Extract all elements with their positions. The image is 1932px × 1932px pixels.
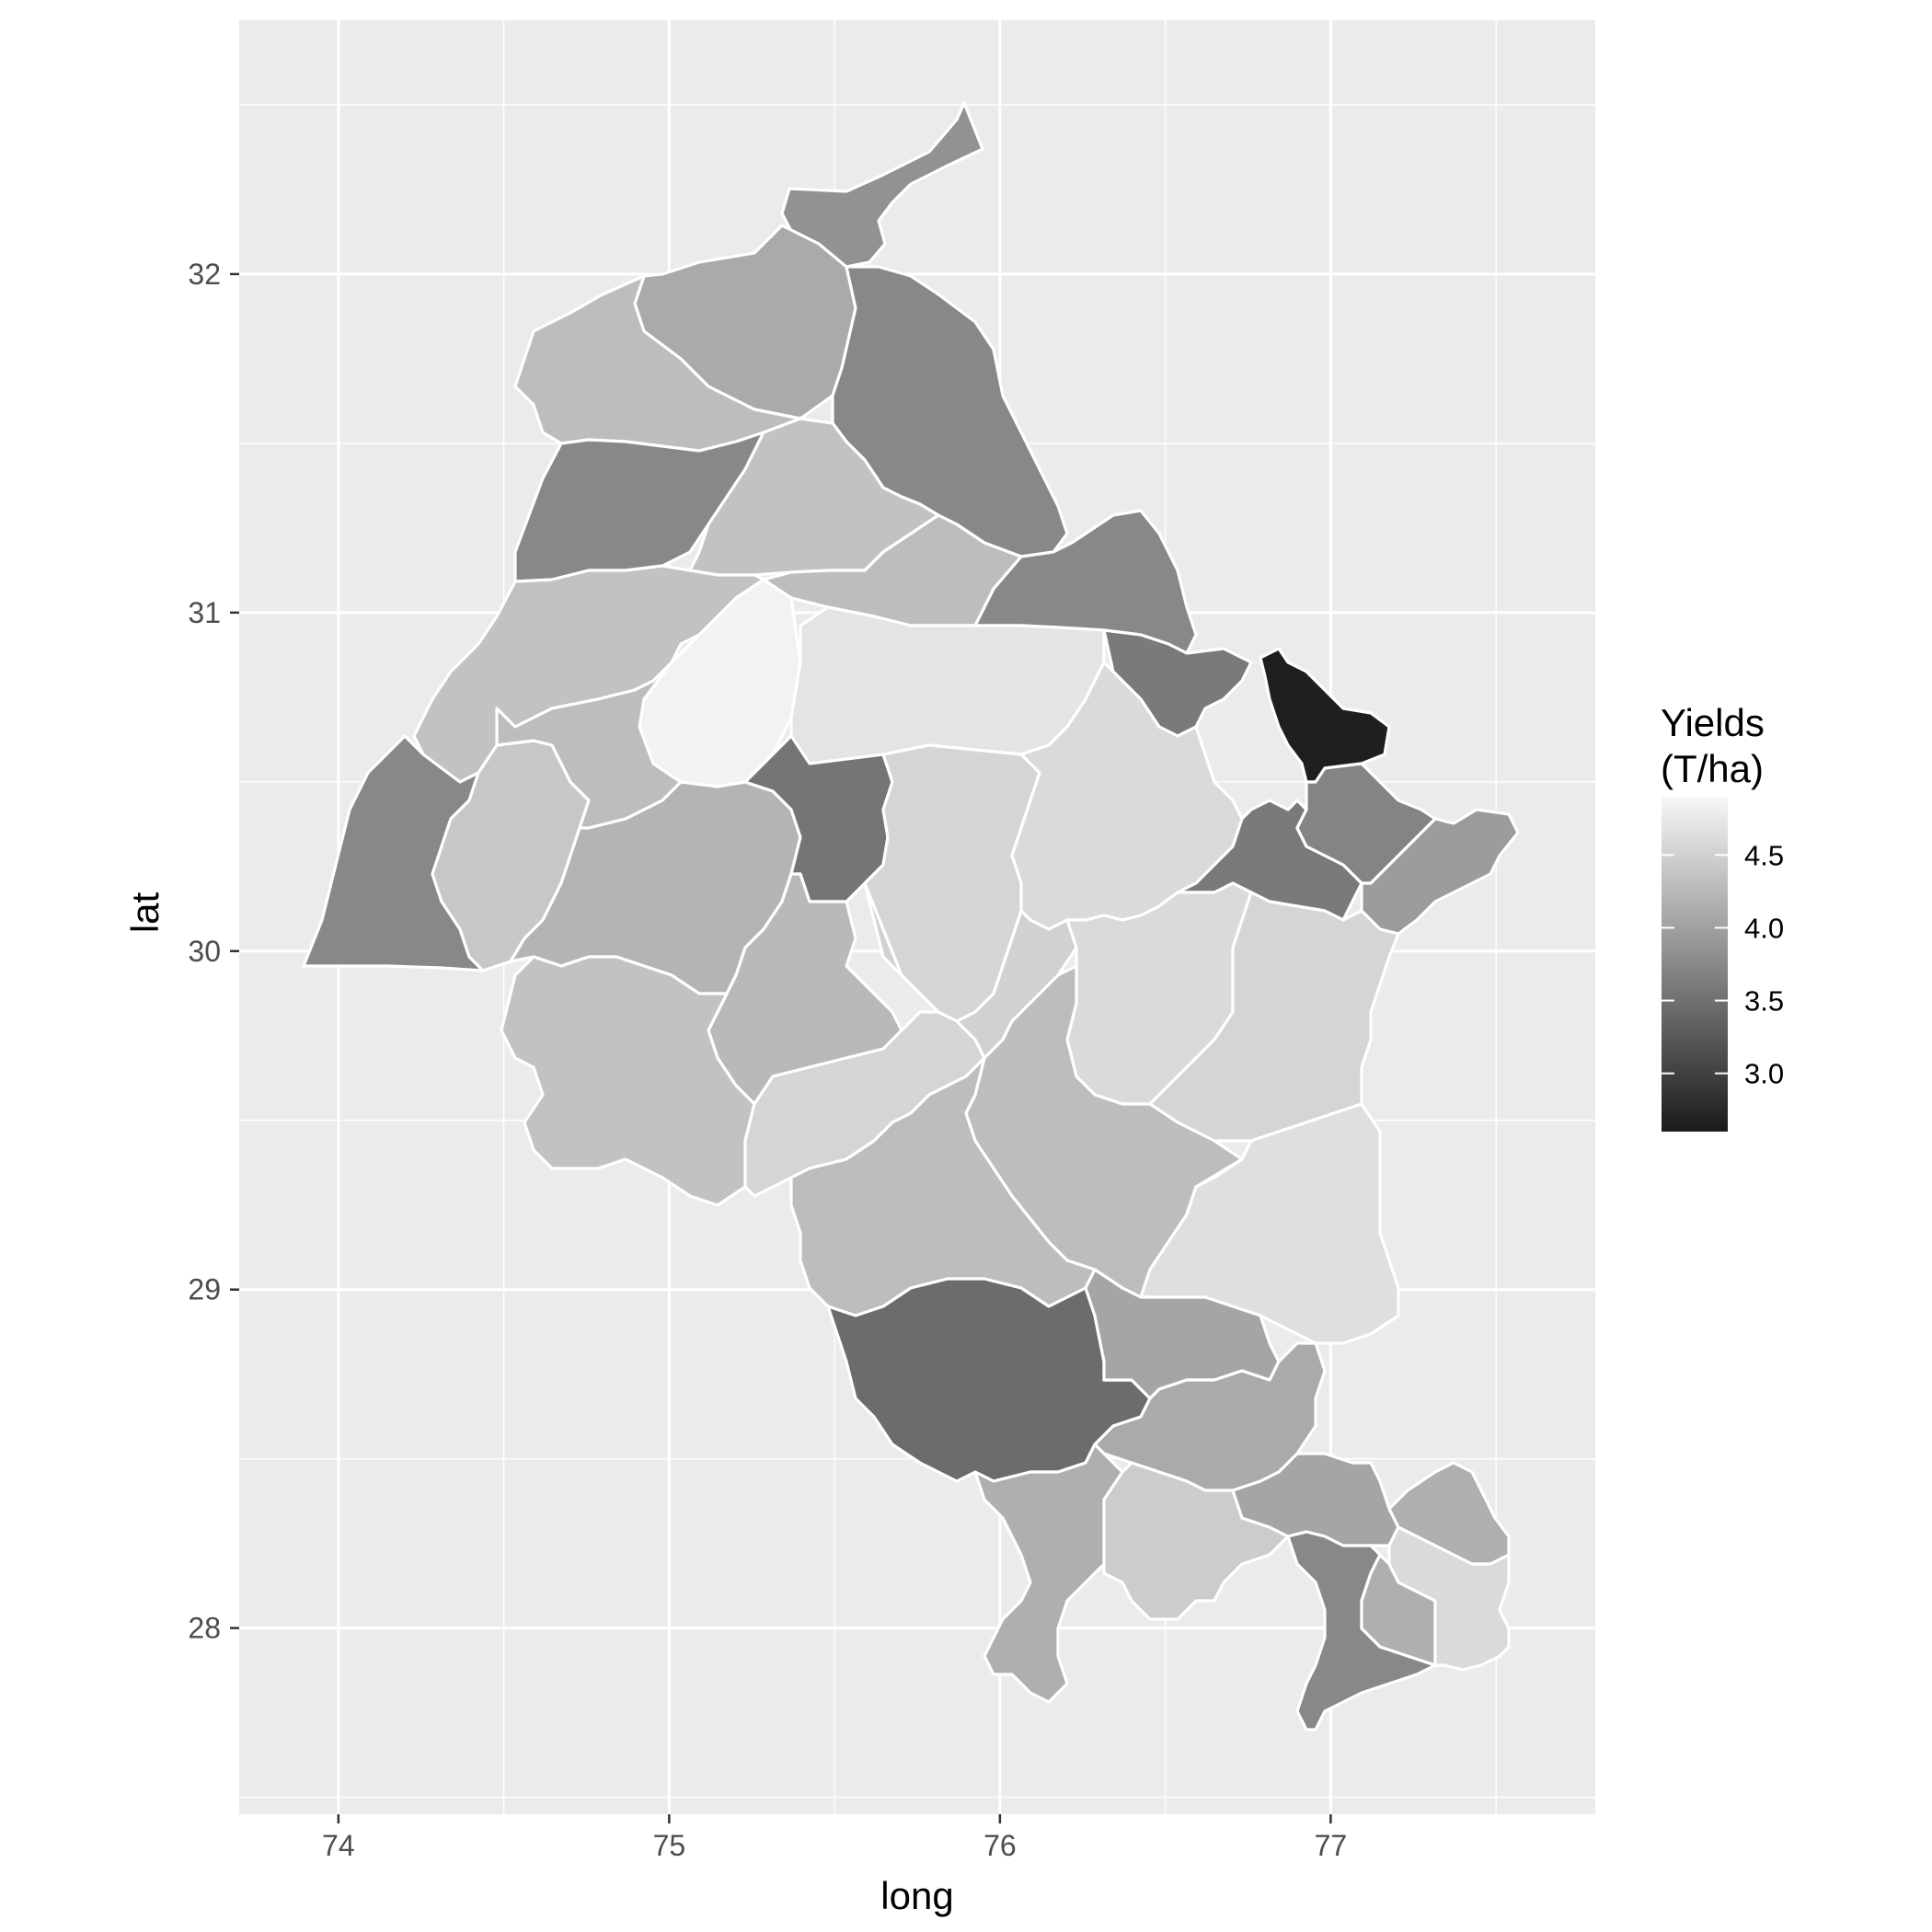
legend-label-4-5: 4.5 — [1744, 839, 1784, 871]
legend: Yields (T/ha) 3.0 3.5 4.0 4.5 — [1661, 701, 1784, 1132]
district-d37 — [1102, 1461, 1290, 1621]
x-tick-label-75: 75 — [653, 1829, 686, 1862]
legend-ticks — [1662, 854, 1728, 1075]
district-d27 — [863, 881, 1078, 1060]
legend-label-3-0: 3.0 — [1744, 1058, 1784, 1090]
district-d36 — [973, 1443, 1124, 1704]
y-tick-label-28: 28 — [188, 1612, 221, 1645]
x-tick-label-74: 74 — [322, 1829, 355, 1862]
x-tick-label-76: 76 — [983, 1829, 1017, 1862]
districts — [302, 101, 1520, 1731]
y-tick-label-29: 29 — [188, 1273, 221, 1306]
x-axis-title: long — [880, 1874, 953, 1917]
x-axis-ticks — [337, 1814, 1332, 1823]
district-d39 — [1286, 1530, 1437, 1731]
y-axis-ticks — [230, 272, 239, 1629]
x-tick-label-77: 77 — [1315, 1829, 1348, 1862]
legend-title-line1: Yields — [1661, 701, 1765, 744]
legend-label-4-0: 4.0 — [1744, 912, 1784, 944]
legend-title-line2: (T/ha) — [1661, 747, 1764, 790]
legend-colorbar — [1662, 797, 1728, 1132]
district-d42 — [1387, 1525, 1511, 1672]
y-tick-label-31: 31 — [188, 596, 221, 629]
y-tick-label-32: 32 — [188, 258, 221, 291]
y-tick-label-30: 30 — [188, 935, 221, 968]
legend-label-3-5: 3.5 — [1744, 985, 1784, 1018]
district-d05 — [513, 431, 765, 583]
y-axis-title: lat — [123, 891, 167, 933]
